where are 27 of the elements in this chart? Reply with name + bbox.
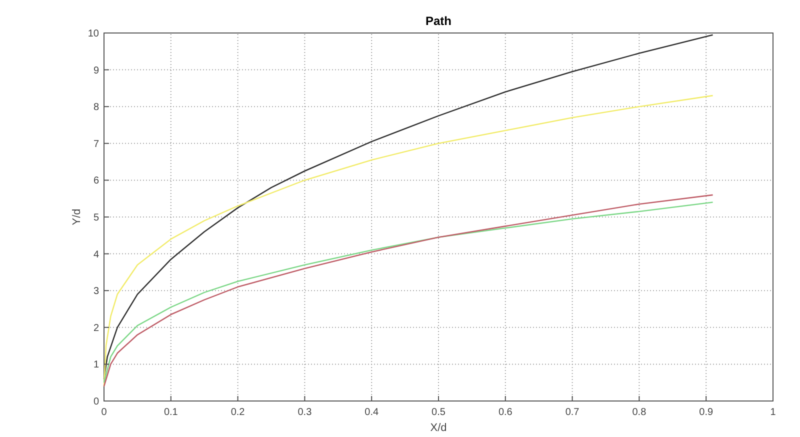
y-axis-title: Y/d <box>71 208 83 226</box>
y-tick-label: 6 <box>93 176 100 187</box>
x-tick-label: 0.5 <box>432 407 446 418</box>
x-tick-label: 0.6 <box>498 407 513 418</box>
x-tick-label: 0.7 <box>565 407 580 418</box>
x-tick-label: 0.9 <box>699 407 714 418</box>
y-tick-label: 9 <box>93 65 100 76</box>
x-axis-title: X/d <box>430 422 447 434</box>
y-tick-label: 2 <box>93 322 100 334</box>
x-tick-label: 1 <box>770 407 776 418</box>
y-tick-label: 4 <box>93 249 100 260</box>
y-tick-label: 7 <box>93 138 100 150</box>
y-tick-label: 3 <box>93 286 100 298</box>
x-tick-label: 0.3 <box>298 407 312 418</box>
y-tick-label: 1 <box>93 360 100 371</box>
x-tick-label: 0.2 <box>230 407 246 418</box>
x-tick-label: 0.4 <box>364 407 379 418</box>
y-tick-label: 8 <box>93 102 100 114</box>
x-tick-label: 0.1 <box>164 407 178 418</box>
x-tick-label: 0.8 <box>632 407 647 418</box>
line-series <box>103 94 714 387</box>
y-tick-label: 10 <box>88 28 100 40</box>
y-tick-label: 5 <box>93 212 100 224</box>
y-tick-label: 0 <box>93 396 100 408</box>
x-tick-label: 0 <box>101 407 108 418</box>
chart-title: Path <box>425 14 452 28</box>
line-series <box>103 34 714 380</box>
